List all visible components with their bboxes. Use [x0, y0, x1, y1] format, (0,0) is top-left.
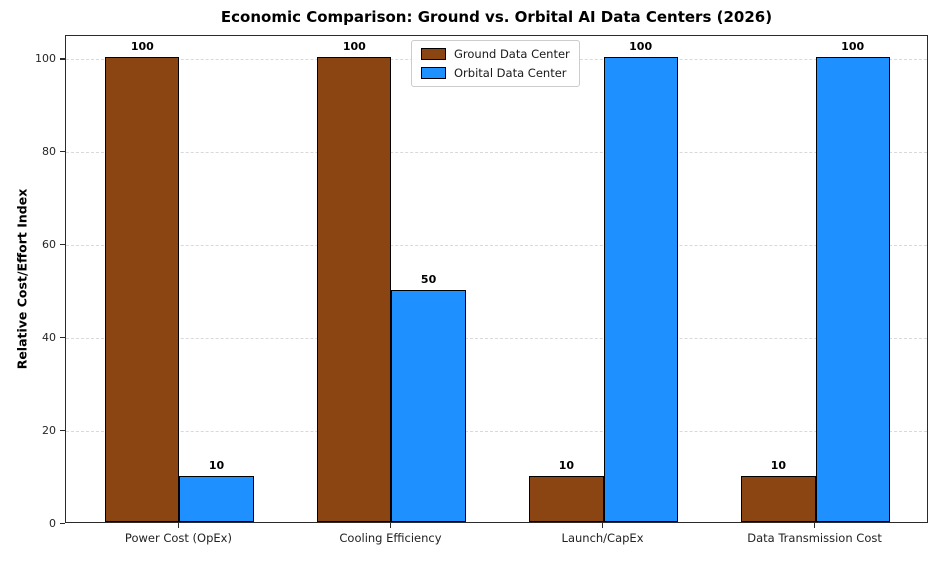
y-tick-mark-60 [60, 244, 65, 246]
y-tick-mark-0 [60, 523, 65, 525]
x-tick-mark-0 [177, 523, 180, 528]
bar-value-label-0-2: 10 [558, 458, 575, 472]
bar-value-label-1-3: 100 [841, 40, 865, 54]
y-tick-label-40: 40 [42, 330, 56, 344]
x-tick-label-3: Data Transmission Cost [747, 531, 882, 545]
gridline-80 [66, 152, 927, 154]
y-tick-label-0: 0 [49, 516, 56, 530]
y-tick-label-20: 20 [42, 423, 56, 437]
bar-ground-3 [741, 475, 816, 522]
gridline-40 [66, 338, 927, 340]
legend-entry-ground: Ground Data Center [421, 47, 570, 61]
plot-area: Ground Data Center Orbital Data Center 1… [65, 35, 928, 523]
x-tick-label-2: Launch/CapEx [561, 531, 644, 545]
bar-value-label-1-0: 10 [208, 458, 225, 472]
bar-value-label-0-1: 100 [342, 40, 366, 54]
y-tick-mark-80 [60, 151, 65, 153]
x-tick-mark-1 [389, 523, 392, 528]
y-tick-mark-20 [60, 430, 65, 432]
y-tick-label-60: 60 [42, 237, 56, 251]
x-tick-label-0: Power Cost (OpEx) [124, 531, 232, 545]
bar-ground-2 [529, 475, 604, 522]
bar-orbital-3 [815, 57, 890, 522]
legend-label-orbital: Orbital Data Center [454, 66, 567, 80]
y-tick-label-100: 100 [35, 51, 56, 65]
bar-value-label-0-0: 100 [130, 40, 154, 54]
x-tick-mark-3 [814, 523, 816, 528]
x-tick-label-1: Cooling Efficiency [339, 531, 442, 545]
bar-orbital-2 [603, 57, 678, 522]
bar-orbital-0 [179, 475, 254, 522]
legend-entry-orbital: Orbital Data Center [421, 66, 570, 80]
bar-value-label-1-1: 50 [420, 272, 437, 286]
y-tick-mark-100 [60, 58, 65, 60]
chart-title: Economic Comparison: Ground vs. Orbital … [220, 8, 773, 26]
gridline-60 [66, 245, 927, 247]
bar-ground-1 [317, 57, 392, 522]
bar-orbital-1 [391, 289, 466, 522]
legend: Ground Data Center Orbital Data Center [411, 40, 580, 87]
bar-value-label-1-2: 100 [629, 40, 653, 54]
legend-swatch-orbital [421, 67, 446, 79]
x-tick-mark-2 [602, 523, 604, 528]
y-tick-label-80: 80 [42, 144, 56, 158]
gridline-20 [66, 431, 927, 433]
legend-swatch-ground [421, 48, 446, 60]
bar-value-label-0-3: 10 [770, 458, 787, 472]
y-tick-mark-40 [60, 337, 65, 339]
legend-label-ground: Ground Data Center [454, 47, 570, 61]
bar-ground-0 [105, 57, 180, 522]
